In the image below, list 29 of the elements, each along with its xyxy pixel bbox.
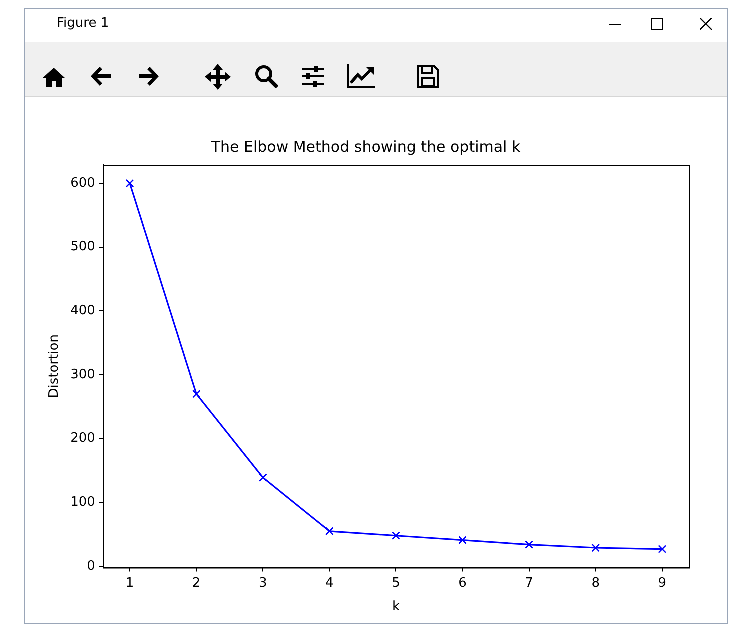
x-axis-title: k	[392, 600, 400, 615]
point	[392, 532, 400, 540]
y-tick-label: 600	[70, 176, 96, 191]
x-tick-label: 7	[525, 576, 534, 591]
x-tick-label: 2	[192, 576, 201, 591]
point	[325, 527, 334, 536]
point	[192, 390, 201, 398]
x-tick-label: 3	[258, 576, 268, 591]
y-tick-label: 100	[70, 495, 96, 510]
point	[592, 544, 600, 552]
y-tick-label: 200	[70, 431, 96, 446]
y-tick-label: 300	[70, 367, 96, 382]
point	[458, 536, 467, 545]
y-tick-label: 500	[70, 240, 96, 255]
point	[525, 540, 534, 550]
x-tick-label: 1	[126, 576, 134, 591]
x-tick-label: 4	[326, 576, 334, 591]
x-tick-label: 5	[392, 576, 400, 591]
chart-title: The Elbow Method showing the optimal k	[210, 138, 521, 156]
y-axis-title: Distortion	[47, 334, 62, 398]
x-tick-label: 8	[592, 576, 600, 591]
point	[126, 179, 134, 188]
caption: Figure 1	[57, 16, 110, 31]
y-tick-label: 400	[70, 304, 96, 319]
x-tick-label: 6	[458, 576, 467, 591]
point	[658, 545, 667, 554]
y-tick-label: 0	[87, 558, 96, 574]
point	[258, 474, 268, 482]
x-tick-label: 9	[658, 576, 667, 591]
